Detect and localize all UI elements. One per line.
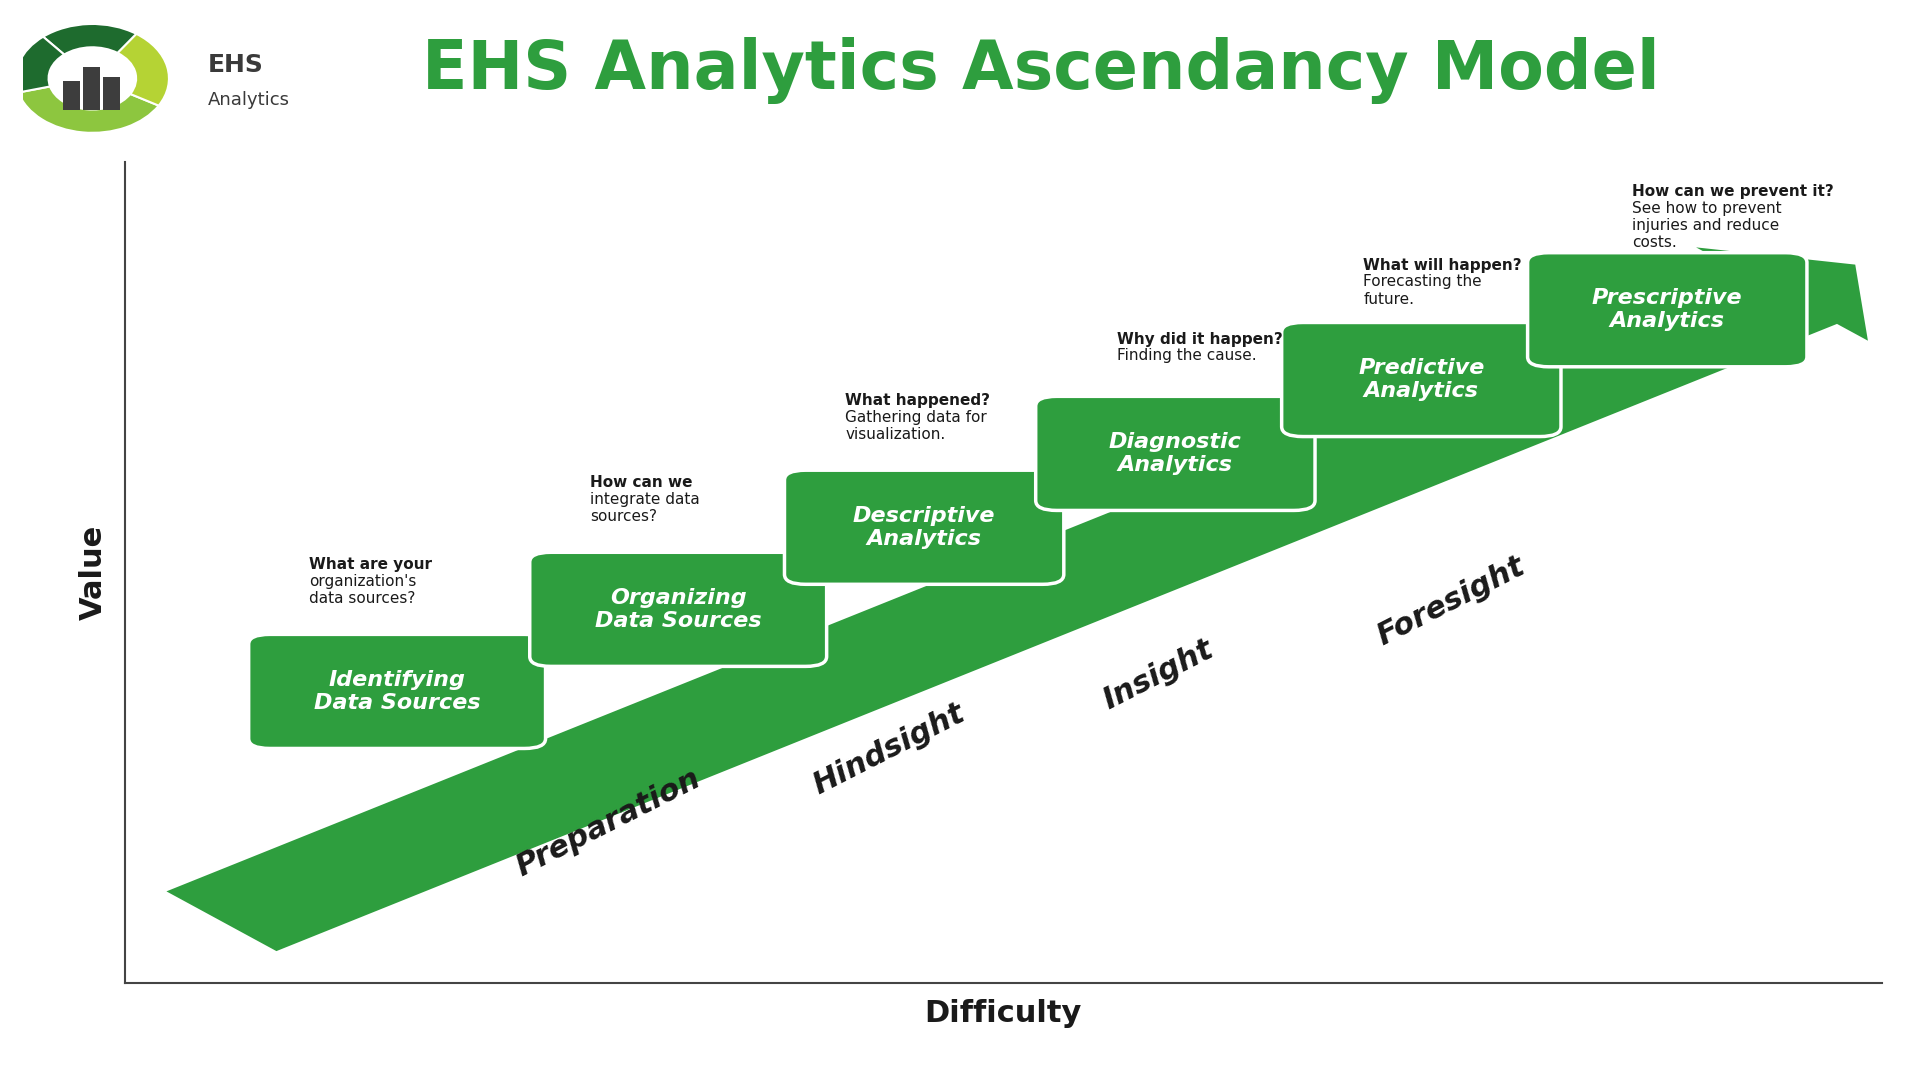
FancyBboxPatch shape [530,552,828,666]
FancyBboxPatch shape [1035,396,1315,511]
Wedge shape [117,33,169,106]
Text: EHS Analytics Ascendancy Model: EHS Analytics Ascendancy Model [422,37,1661,104]
FancyBboxPatch shape [250,634,545,748]
Bar [83,67,100,109]
Text: Preparation: Preparation [511,764,705,881]
Text: Finding the cause.: Finding the cause. [1117,349,1258,363]
Text: integrate data
sources?: integrate data sources? [589,492,701,525]
Text: Analytics: Analytics [207,92,290,109]
FancyBboxPatch shape [785,470,1064,584]
Text: Descriptive
Analytics: Descriptive Analytics [852,505,995,549]
Text: Organizing
Data Sources: Organizing Data Sources [595,588,762,631]
Text: Prescriptive
Analytics: Prescriptive Analytics [1592,288,1743,332]
Polygon shape [167,247,1868,951]
Text: See how to prevent
injuries and reduce
costs.: See how to prevent injuries and reduce c… [1632,201,1782,251]
Text: Foresight: Foresight [1373,552,1530,651]
Text: Hindsight: Hindsight [808,698,970,799]
Wedge shape [19,86,159,133]
Text: Predictive
Analytics: Predictive Analytics [1357,357,1484,401]
Text: Identifying
Data Sources: Identifying Data Sources [313,670,480,713]
Bar [104,77,119,109]
Text: Why did it happen?: Why did it happen? [1117,332,1283,347]
Wedge shape [42,24,136,55]
Text: EHS: EHS [207,53,263,77]
Text: Gathering data for
visualization.: Gathering data for visualization. [845,410,987,443]
FancyBboxPatch shape [1528,253,1807,367]
Text: What are your: What are your [309,557,432,572]
Y-axis label: Value: Value [79,525,108,620]
Text: How can we: How can we [589,475,693,490]
Text: Diagnostic
Analytics: Diagnostic Analytics [1110,432,1242,475]
Text: organization's
data sources?: organization's data sources? [309,575,417,607]
Text: What happened?: What happened? [845,393,991,408]
Text: How can we prevent it?: How can we prevent it? [1632,184,1834,199]
Text: Insight: Insight [1098,635,1217,715]
Text: What will happen?: What will happen? [1363,258,1523,273]
Text: Forecasting the
future.: Forecasting the future. [1363,274,1482,307]
Bar [63,81,79,109]
Wedge shape [15,37,63,93]
FancyBboxPatch shape [1283,323,1561,436]
X-axis label: Difficulty: Difficulty [925,999,1081,1028]
